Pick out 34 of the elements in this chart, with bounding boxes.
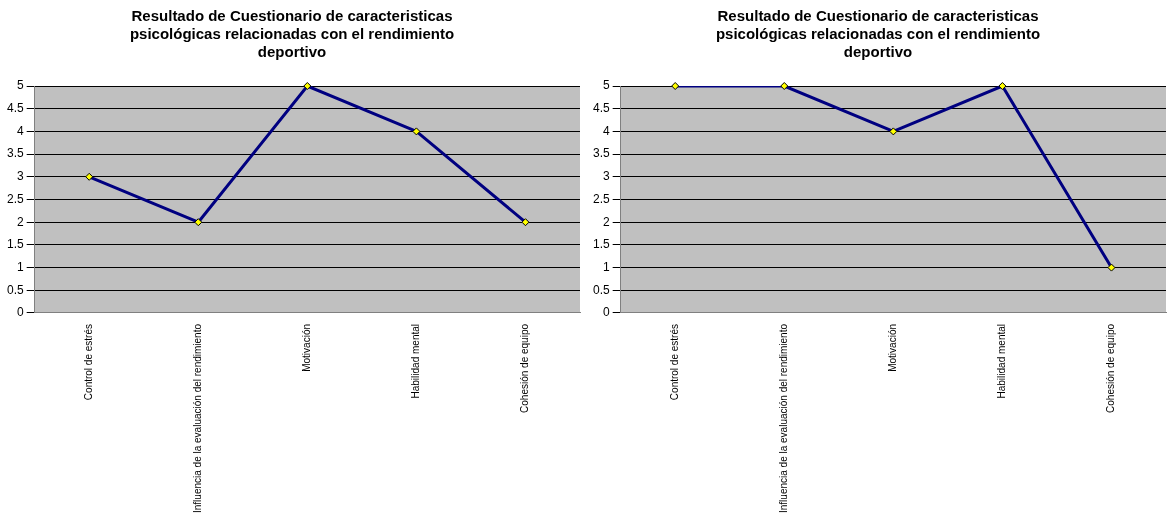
x-tick-label: Influencia de la evaluación del rendimiento [192, 323, 204, 513]
x-tick-label: Motivación [887, 323, 899, 372]
y-tick-label: 4.5 [592, 101, 610, 116]
y-tick-label: 0.5 [6, 282, 24, 297]
x-tick-label: Motivación [301, 323, 313, 372]
y-tick-label: 3.5 [592, 146, 610, 161]
y-tick-label: 4 [602, 123, 610, 138]
x-tick-label: Control de estrés [668, 323, 680, 401]
y-tick-label: 4.5 [6, 101, 24, 116]
y-tick-label: 3 [16, 169, 24, 184]
y-tick-label: 3 [602, 169, 610, 184]
x-tick-label: Influencia de la evaluación del rendimiento [778, 323, 790, 513]
y-tick-label: 2.5 [6, 191, 24, 206]
x-tick-label: Cohesión de equipo [1105, 323, 1117, 413]
y-tick-label: 2.5 [592, 191, 610, 206]
chart-title: Resultado de Cuestionario de caracteristicas psicológicas relacionadas con el rendimiento deportivo [129, 7, 455, 61]
y-tick-label: 1.5 [6, 237, 24, 252]
x-tick-label: Control de estrés [82, 323, 94, 401]
x-tick-label: Cohesión de equipo [519, 323, 531, 413]
y-tick-label: 0 [16, 305, 24, 320]
y-tick-label: 1 [602, 259, 610, 274]
y-tick-label: 1 [16, 259, 24, 274]
x-tick-label: Habilidad mental [410, 323, 422, 399]
chart-title: Resultado de Cuestionario de caracteristicas psicológicas relacionadas con el rendimiento deportivo [715, 7, 1041, 61]
y-tick-label: 4 [16, 123, 24, 138]
y-tick-label: 2 [602, 214, 610, 229]
y-tick-label: 2 [16, 214, 24, 229]
y-tick-label: 0 [602, 305, 610, 320]
x-tick-label: Habilidad mental [996, 323, 1008, 399]
y-tick-label: 3.5 [6, 146, 24, 161]
y-tick-label: 1.5 [592, 237, 610, 252]
y-tick-label: 5 [16, 78, 24, 93]
y-tick-label: 5 [602, 78, 610, 93]
y-tick-label: 0.5 [592, 282, 610, 297]
